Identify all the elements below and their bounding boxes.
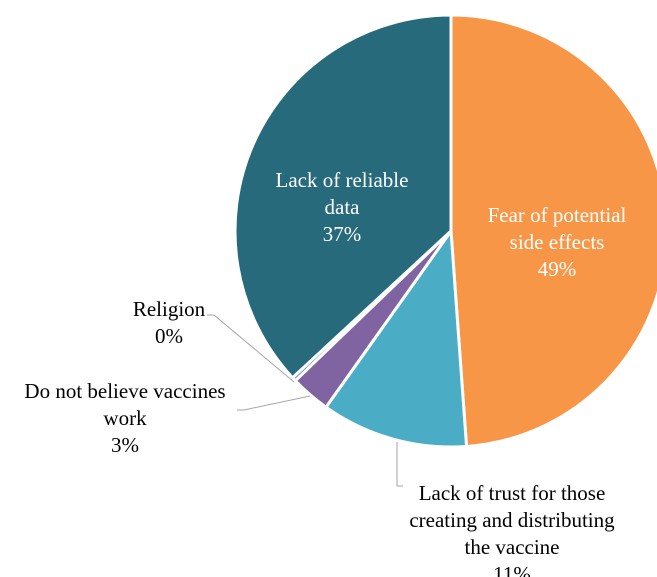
leader-line-lack-of-trust <box>396 442 403 487</box>
data-label-value: 49% <box>538 257 577 281</box>
data-label-lack-of-reliable-data: Lack of reliable data 37% <box>276 168 409 246</box>
data-label-religion: Religion 0% <box>133 297 206 348</box>
data-label-lack-of-trust-for-those-creating-and-distributing-the-vaccine: Lack of trust for those creating and dist… <box>409 481 615 577</box>
data-label-value: 0% <box>155 324 183 348</box>
data-label-value: 11% <box>493 562 531 577</box>
data-label-value: 3% <box>111 433 139 457</box>
pie-slices <box>233 13 657 449</box>
pie-slice-lack-of-trust-for-those-creating-and-distributing-the-vaccine <box>323 226 469 449</box>
data-label-line: Lack of reliable <box>276 168 409 192</box>
data-label-line: Do not believe vaccines <box>24 379 225 403</box>
data-label-fear-of-potential-side-effects: Fear of potential side effects 49% <box>488 203 627 281</box>
leader-lines <box>207 314 403 487</box>
pie-slice-fear-of-potential-side-effects <box>449 13 657 449</box>
pie-slice-lack-of-reliable-data <box>233 13 453 380</box>
data-label-value: 37% <box>323 222 362 246</box>
data-label-line: side effects <box>510 230 605 254</box>
data-label-line: data <box>325 195 361 219</box>
data-label-line: work <box>103 406 147 430</box>
leader-line-religion <box>207 314 295 383</box>
data-label-line: Fear of potential <box>488 203 627 227</box>
data-label-do-not-believe-vaccines-work: Do not believe vaccines work 3% <box>24 379 225 457</box>
data-label-line: creating and distributing <box>409 508 615 532</box>
leader-line-do-not-believe <box>237 395 311 411</box>
data-label-line: Religion <box>133 297 206 321</box>
data-label-line: the vaccine <box>464 535 559 559</box>
data-labels: Fear of potential side effects 49% Lack of … <box>24 168 626 577</box>
data-label-line: Lack of trust for those <box>419 481 606 505</box>
